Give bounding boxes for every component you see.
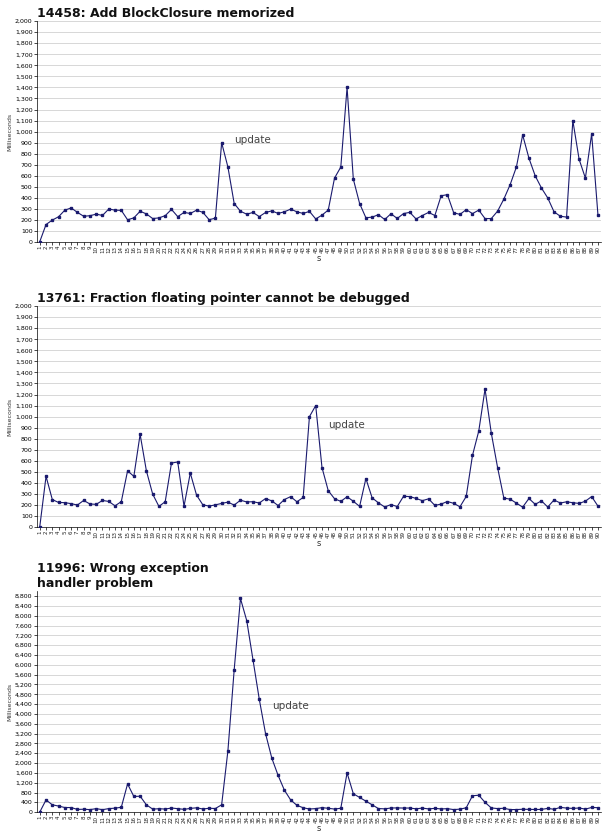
Text: 11996: Wrong exception
handler problem: 11996: Wrong exception handler problem <box>36 562 209 590</box>
X-axis label: s: s <box>317 539 321 548</box>
Text: 13761: Fraction floating pointer cannot be debugged: 13761: Fraction floating pointer cannot … <box>36 292 409 305</box>
Text: update: update <box>272 701 309 711</box>
Text: update: update <box>328 420 365 430</box>
Text: 14458: Add BlockClosure memorized: 14458: Add BlockClosure memorized <box>36 7 294 20</box>
Y-axis label: Milliseconds: Milliseconds <box>7 397 12 436</box>
Text: update: update <box>234 134 271 144</box>
X-axis label: s: s <box>317 824 321 833</box>
Y-axis label: Milliseconds: Milliseconds <box>7 683 12 721</box>
Y-axis label: Milliseconds: Milliseconds <box>7 113 12 150</box>
X-axis label: s: s <box>317 254 321 263</box>
